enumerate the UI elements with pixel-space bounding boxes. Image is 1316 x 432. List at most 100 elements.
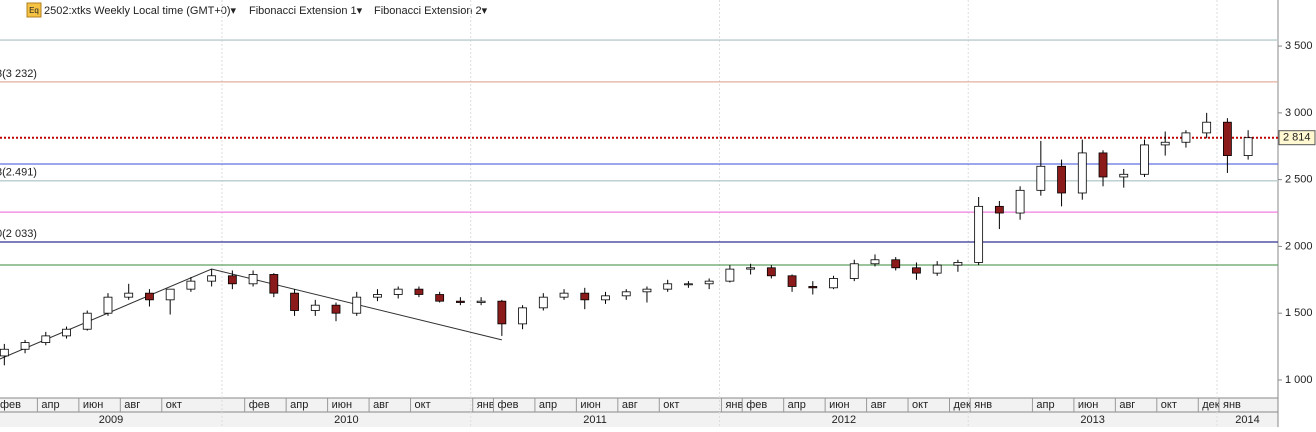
fib-level-label: 0(2 033)	[0, 228, 37, 240]
candle-body	[414, 288, 424, 295]
candle-body	[145, 292, 154, 301]
month-label: янв	[477, 399, 495, 411]
month-label: апр	[1036, 399, 1054, 411]
candle-body	[601, 295, 610, 301]
candle-body	[891, 259, 901, 269]
fib-trend-line	[0, 268, 502, 360]
month-label: окт	[415, 399, 431, 411]
candle-body	[1098, 152, 1108, 178]
year-label: 2013	[1080, 414, 1104, 426]
month-label: окт	[912, 399, 928, 411]
candle-body	[994, 205, 1004, 214]
month-label: апр	[539, 399, 557, 411]
candle-body	[1077, 152, 1087, 194]
month-label: авг	[373, 399, 389, 411]
month-label: янв	[974, 399, 992, 411]
month-label: авг	[1119, 399, 1135, 411]
month-label: дек	[954, 399, 972, 411]
candle-body	[1036, 165, 1046, 191]
candle-body	[82, 312, 92, 330]
candle-body	[932, 264, 942, 274]
y-tick-label: 2 000	[1285, 240, 1313, 252]
candle-body	[1202, 121, 1212, 134]
month-label: окт	[166, 399, 182, 411]
candle-body	[974, 205, 984, 263]
month-label: окт	[663, 399, 679, 411]
month-label: июн	[332, 399, 352, 411]
candle-body	[124, 292, 134, 298]
candle-body	[849, 263, 859, 279]
candle-body	[1181, 132, 1191, 143]
month-label: дек	[1202, 399, 1220, 411]
last-price-box	[1278, 130, 1316, 146]
fib-level-label: 3(3 232)	[0, 68, 37, 80]
candle-body	[766, 267, 776, 277]
candle-body	[227, 275, 237, 285]
candle-body	[186, 280, 196, 290]
candle-body	[497, 300, 507, 325]
candle-body	[20, 342, 30, 350]
candle-body	[538, 296, 548, 309]
month-label: янв	[1223, 399, 1241, 411]
indicator-menu[interactable]: Fibonacci Extension 1▾	[249, 5, 363, 17]
candle-body	[684, 283, 693, 286]
candle-body	[393, 288, 403, 295]
year-label: 2012	[832, 414, 856, 426]
symbol-icon[interactable]	[26, 2, 42, 18]
candle-body	[870, 259, 880, 265]
candle-body	[704, 280, 714, 285]
candle-body	[352, 296, 362, 314]
instrument-menu[interactable]: 2502:xtks Weekly Local time (GMT+0)▾	[44, 5, 237, 17]
candle-body	[62, 328, 71, 337]
month-label: фев	[0, 399, 21, 411]
candle-body	[476, 300, 486, 303]
last-price-label: 2 814	[1283, 132, 1311, 144]
candle-body	[103, 296, 113, 314]
y-tick-label: 3 500	[1285, 40, 1313, 52]
year-label: 2010	[334, 414, 358, 426]
year-label: 2011	[583, 414, 607, 426]
candle-body	[746, 267, 756, 270]
month-label: апр	[788, 399, 806, 411]
candle-body	[621, 291, 631, 297]
candle-body	[1057, 165, 1066, 194]
symbol-icon-text: Eq	[29, 6, 39, 15]
year-label: 2014	[1235, 414, 1259, 426]
candle-body	[1140, 144, 1149, 175]
candle-body	[269, 274, 279, 294]
candle-body	[580, 292, 590, 301]
candle-body	[518, 307, 527, 325]
month-label: янв	[725, 399, 743, 411]
y-tick-label: 1 000	[1285, 374, 1313, 386]
y-tick-label: 1 500	[1285, 307, 1313, 319]
candle-body	[1015, 189, 1025, 214]
month-label: авг	[124, 399, 140, 411]
candle-body	[290, 292, 299, 311]
candle-body	[0, 348, 9, 357]
month-label: фев	[746, 399, 767, 411]
candle-body	[912, 267, 921, 274]
candle-body	[331, 304, 341, 314]
month-label: апр	[290, 399, 308, 411]
month-label: фев	[249, 399, 270, 411]
month-label: окт	[1161, 399, 1177, 411]
candle-body	[310, 304, 320, 311]
candle-body	[1119, 173, 1129, 178]
candle-body	[559, 292, 569, 298]
y-tick-label: 3 000	[1285, 107, 1313, 119]
candle-body	[663, 283, 673, 290]
candle-body	[725, 268, 735, 282]
month-label: июн	[1078, 399, 1098, 411]
month-label: авг	[622, 399, 638, 411]
candle-body	[248, 274, 258, 285]
candle-body	[808, 286, 818, 289]
month-label: июн	[580, 399, 600, 411]
candle-body	[373, 294, 382, 298]
candle-body	[165, 288, 175, 301]
indicator-menu[interactable]: Fibonacci Extension 2▾	[374, 5, 488, 17]
month-label: фев	[497, 399, 518, 411]
candle-body	[1243, 137, 1253, 156]
